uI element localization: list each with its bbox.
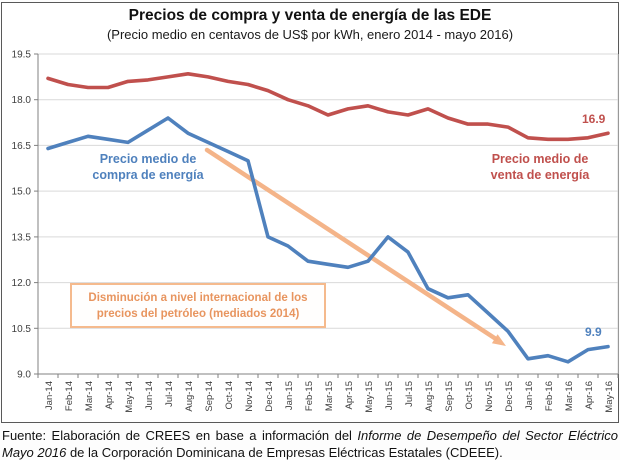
x-tick-label: Mar-15: [324, 381, 335, 411]
y-tick-label: 19.5: [12, 50, 32, 61]
y-tick-label: 18.0: [12, 95, 32, 106]
compra-series-label-line2: compra de energía: [92, 168, 204, 182]
x-tick-label: Aug-15: [424, 381, 435, 412]
source-note: Fuente: Elaboración de CREES en base a i…: [2, 427, 618, 460]
x-tick-label: May-15: [364, 381, 375, 413]
y-tick-label: 13.5: [12, 232, 32, 243]
compra-line: [46, 116, 610, 364]
y-tick-label: 15.0: [12, 187, 32, 198]
chart-subtitle: (Precio medio en centavos de US$ por kWh…: [106, 27, 514, 42]
source-note-line2: Mayo 2016 de la Corporación Dominicana d…: [2, 445, 503, 460]
x-tick-label: Oct-15: [464, 381, 475, 410]
oil-price-note: Disminución a nivel internacional de los…: [70, 283, 326, 328]
x-tick-label: Apr-15: [344, 381, 355, 410]
y-tick-label: 12.0: [12, 278, 32, 289]
oil-price-note-line2: precios del petróleo (mediados 2014): [96, 308, 300, 320]
x-tick-label: Jan-14: [44, 381, 55, 410]
x-tick-label: Jul-14: [164, 381, 175, 407]
venta-end-value: 16.9: [582, 112, 606, 126]
x-tick-label: Apr-16: [584, 381, 595, 410]
x-tick-label: Aug-14: [184, 381, 195, 412]
x-tick-label: Jan-16: [524, 381, 535, 410]
venta-series-label: Precio medio de venta de energía: [450, 151, 620, 183]
x-tick-label: Nov-14: [244, 381, 255, 412]
x-tick-label: Apr-14: [104, 381, 115, 410]
chart-title: Precios de compra y venta de energía de …: [128, 7, 492, 24]
y-tick-label: 10.5: [12, 324, 32, 335]
x-tick-label: Nov-15: [484, 381, 495, 412]
x-tick-label: Jun-15: [384, 381, 395, 410]
x-tick-label: Mar-14: [84, 381, 95, 411]
x-tick-label: May-14: [124, 381, 135, 413]
x-tick-label: Feb-16: [544, 381, 555, 411]
oil-price-note-line1: Disminución a nivel internacional de los: [88, 292, 308, 304]
venta-series-label-line1: Precio medio de: [491, 152, 589, 166]
x-tick-label: Jun-14: [144, 381, 155, 410]
venta-line: [46, 72, 610, 142]
x-tick-label: Sep-15: [444, 381, 455, 412]
x-tick-label: Sep-14: [204, 381, 215, 412]
y-tick-label: 16.5: [12, 141, 32, 152]
venta-series-label-line2: venta de energía: [490, 168, 590, 182]
compra-end-value: 9.9: [585, 325, 602, 339]
compra-series-label-line1: Precio medio de: [99, 152, 197, 166]
x-tick-label: May-16: [604, 381, 615, 413]
source-note-line1: Fuente: Elaboración de CREES en base a i…: [2, 428, 618, 443]
x-tick-label: Jul-15: [404, 381, 415, 407]
x-tick-label: Oct-14: [224, 381, 235, 410]
line-chart: 9.0 10.5 12.0 13.5 15.0 16.5 18.0 19.5 Jan-14 Feb…: [12, 50, 619, 413]
y-tick-label: 9.0: [17, 370, 31, 381]
x-tick-label: Mar-16: [564, 381, 575, 411]
x-tick-label: Feb-15: [304, 381, 315, 411]
x-tick-label: Jan-15: [284, 381, 295, 410]
x-tick-label: Dec-15: [504, 381, 515, 412]
compra-series-label: Precio medio de compra de energía: [58, 151, 238, 183]
x-tick-label: Feb-14: [64, 381, 75, 411]
chart-frame: [1, 2, 619, 423]
x-tick-label: Dec-14: [264, 381, 275, 412]
oil-price-decline-arrowhead: [491, 334, 506, 346]
